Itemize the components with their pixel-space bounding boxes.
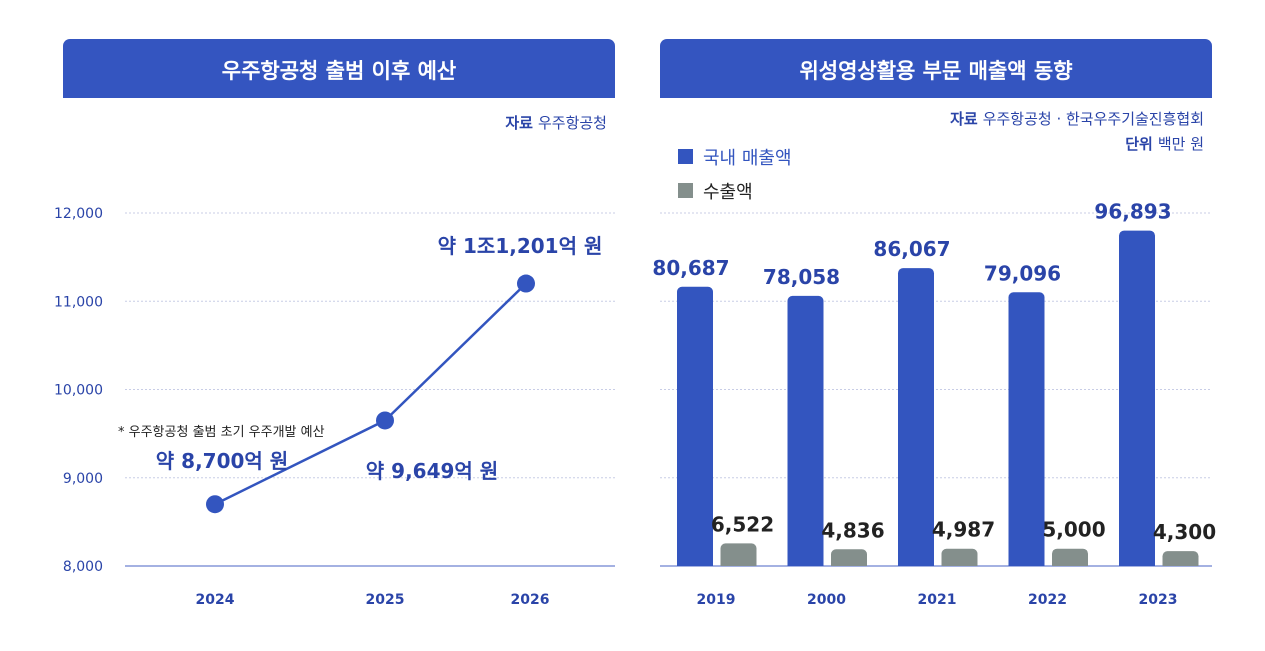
y-tick-label: 9,000 [63,471,103,487]
y-tick-label: 12,000 [54,206,103,222]
y-tick-label: 10,000 [54,383,103,399]
bar-value-label: 86,067 [873,237,950,261]
bar-export [1052,548,1088,566]
bar-value-label: 96,893 [1094,200,1171,224]
right-source: 자료 우주항공청 · 한국우주기술진흥협회 [950,110,1204,128]
bar-domestic [677,286,713,566]
bar-domestic [1119,230,1155,566]
left-source-label: 자료 [505,114,533,132]
y-tick-label: 8,000 [63,559,103,575]
legend: 국내 매출액 수출액 [678,148,792,203]
right-plot-area: 2019 80,687 6,522 2000 78,058 4,836 2021 86,067… [652,200,1216,608]
bar-value-label: 6,522 [711,512,774,536]
right-source-label: 자료 [950,110,978,128]
right-chart-title: 위성영상활용 부문 매출액 동향 [799,59,1072,83]
legend-swatch-export [678,183,693,198]
bar-export [1162,551,1199,566]
right-header-bg [660,39,1212,98]
bar-export [941,548,978,566]
x-tick-label: 2022 [1028,592,1067,608]
legend-label-domestic: 국내 매출액 [703,148,792,169]
left-source-value: 우주항공청 [538,114,607,132]
bar-domestic [898,268,934,566]
bar-value-label: 78,058 [763,265,840,289]
x-tick-label: 2023 [1139,592,1178,608]
bar-domestic [1008,292,1045,566]
bar-export [720,543,757,566]
annotation: * 우주항공청 출범 초기 우주개발 예산 [118,425,325,440]
bar-value-label: 79,096 [984,261,1061,285]
bar-export [831,549,867,566]
left-plot-area: 8,000 9,000 10,000 11,000 12,000 2024 2025 2026… [54,206,615,608]
x-tick-label: 2019 [697,592,736,608]
bar-value-label: 4,300 [1153,520,1216,544]
data-label: 약 9,649억 원 [366,459,498,483]
x-tick-label: 2024 [196,592,235,608]
right-unit-value: 백만 원 [1158,135,1204,153]
y-tick-label: 11,000 [54,294,103,310]
right-unit: 단위 백만 원 [1125,135,1204,153]
left-chart-title: 우주항공청 출범 이후 예산 [222,59,456,83]
bar-domestic [787,295,824,566]
data-point [206,495,224,514]
data-point [517,274,535,293]
left-panel-header: 우주항공청 출범 이후 예산 [63,39,615,98]
x-tick-label: 2021 [918,592,957,608]
bar-value-label: 80,687 [652,256,729,280]
data-label: 약 8,700억 원 [156,449,288,473]
bar-value-label: 4,836 [821,518,884,542]
legend-swatch-domestic [678,149,693,164]
right-unit-label: 단위 [1125,135,1153,153]
left-source: 자료 우주항공청 [505,114,607,132]
bar-value-label: 4,987 [932,518,995,542]
data-point [376,411,394,430]
data-label: 약 1조1,201억 원 [438,234,603,258]
x-tick-label: 2025 [366,592,405,608]
right-source-value: 우주항공청 · 한국우주기술진흥협회 [983,110,1204,128]
legend-label-export: 수출액 [703,182,753,203]
right-panel-header: 위성영상활용 부문 매출액 동향 [660,39,1212,98]
x-tick-label: 2026 [511,592,550,608]
left-header-bg [63,39,615,98]
x-tick-label: 2000 [807,592,846,608]
bar-value-label: 5,000 [1042,518,1105,542]
